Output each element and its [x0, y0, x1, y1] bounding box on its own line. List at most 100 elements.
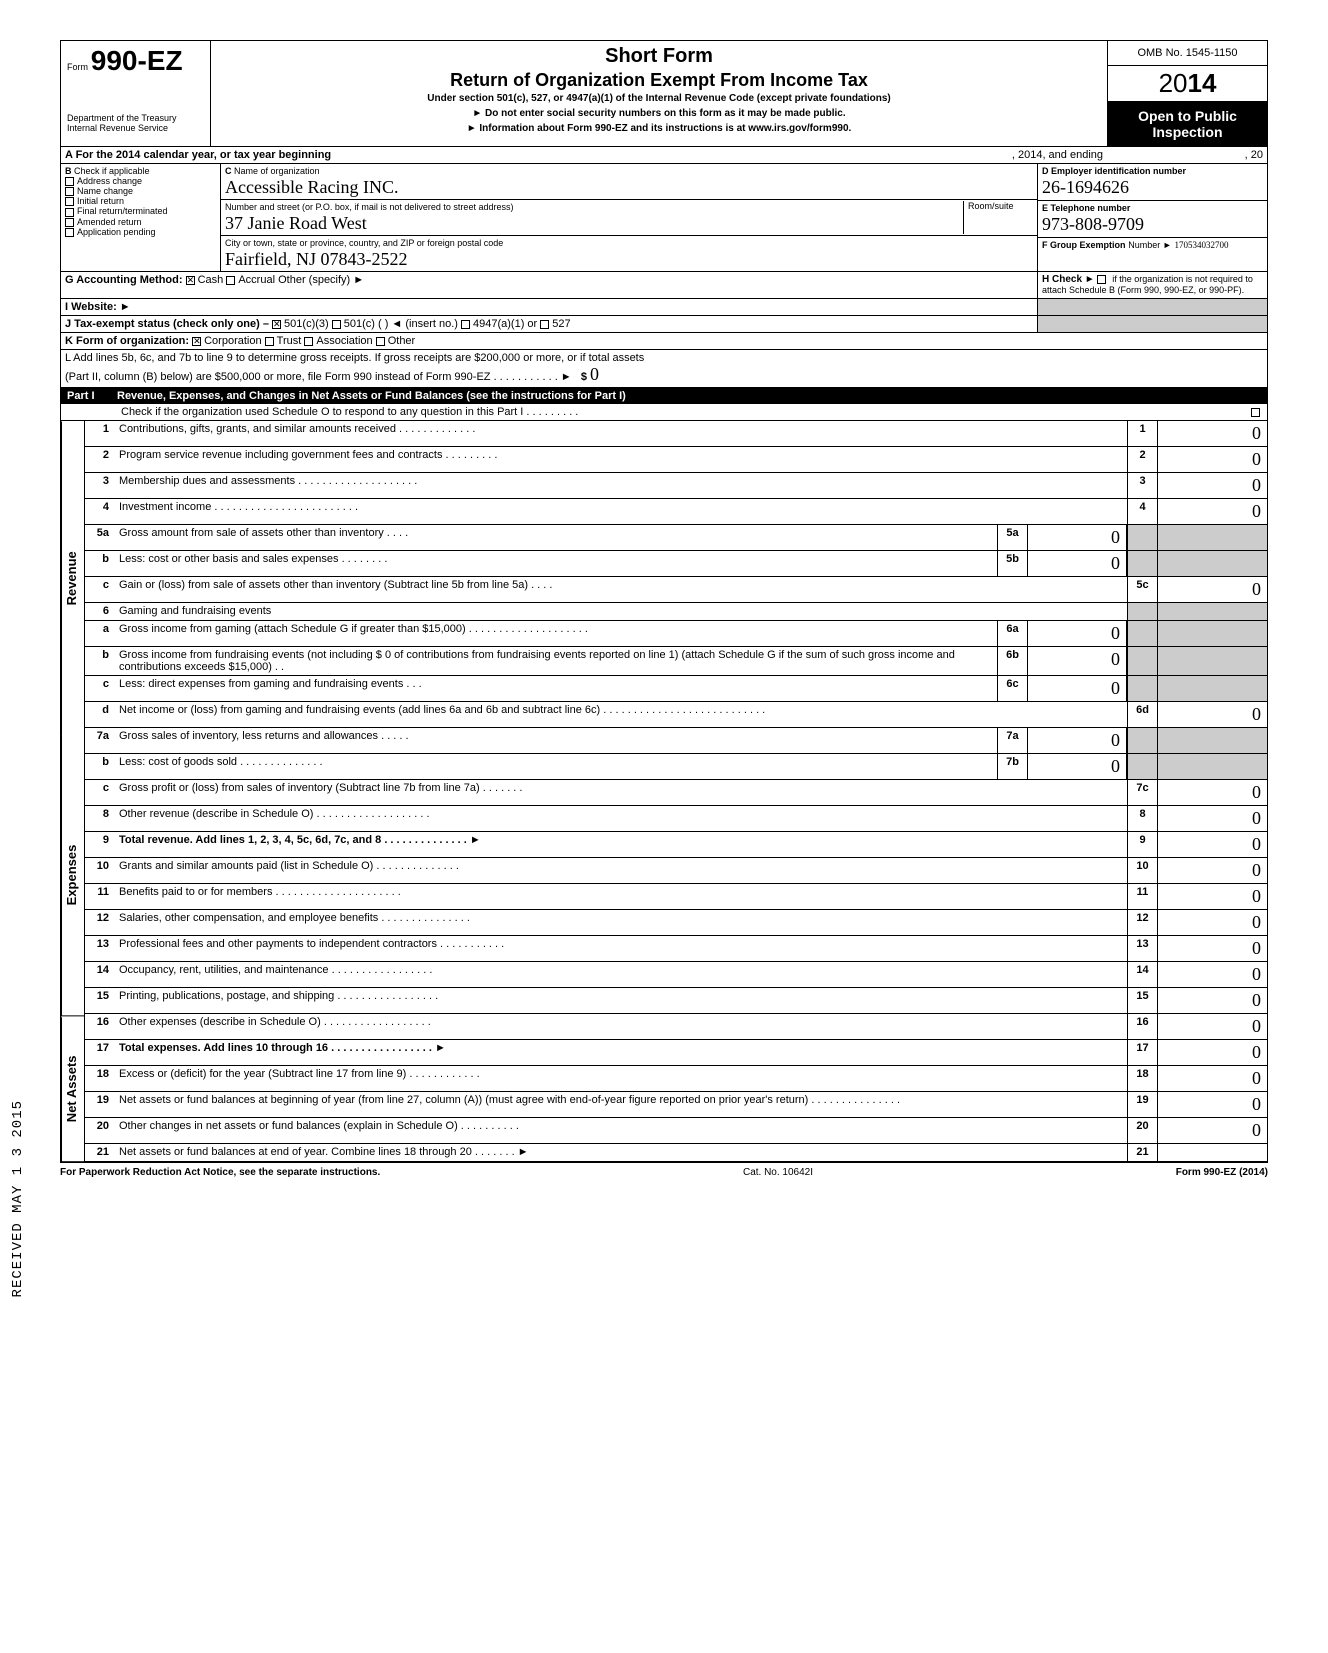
association-checkbox[interactable]	[304, 337, 313, 346]
check-application-pending[interactable]	[65, 228, 74, 237]
box-value: 0	[1157, 499, 1267, 524]
line-18: 18Excess or (deficit) for the year (Subt…	[85, 1066, 1267, 1092]
part-1-title: Revenue, Expenses, and Changes in Net As…	[117, 390, 626, 402]
schedule-o-checkbox[interactable]	[1251, 408, 1260, 417]
year-bold: 14	[1188, 68, 1217, 98]
501c-checkbox[interactable]	[332, 320, 341, 329]
line-1: 1Contributions, gifts, grants, and simil…	[85, 421, 1267, 447]
section-l: L Add lines 5b, 6c, and 7b to line 9 to …	[61, 350, 1267, 388]
gray-cell	[1127, 676, 1157, 701]
line-16: 16Other expenses (describe in Schedule O…	[85, 1014, 1267, 1040]
ein-value: 26-1694626	[1042, 177, 1129, 197]
501c3-checkbox[interactable]	[272, 320, 281, 329]
box-number: 2	[1127, 447, 1157, 472]
gray-cell	[1127, 603, 1157, 620]
short-form-title: Short Form	[219, 45, 1099, 68]
mid-box-value: 0	[1027, 647, 1127, 675]
mid-box-value: 0	[1027, 754, 1127, 779]
line-c: cGain or (loss) from sale of assets othe…	[85, 577, 1267, 603]
line-d: dNet income or (loss) from gaming and fu…	[85, 702, 1267, 728]
mid-box-number: 6b	[997, 647, 1027, 675]
footer-left: For Paperwork Reduction Act Notice, see …	[60, 1167, 380, 1178]
527-checkbox[interactable]	[540, 320, 549, 329]
accounting-method-label: G Accounting Method:	[65, 274, 183, 286]
gray-cell	[1157, 551, 1267, 576]
section-b-label: B	[65, 166, 72, 176]
line-text: Salaries, other compensation, and employ…	[115, 910, 1127, 935]
schedule-b-checkbox[interactable]	[1097, 275, 1106, 284]
check-item: Amended return	[65, 217, 216, 227]
line-text: Gross income from gaming (attach Schedul…	[115, 621, 997, 646]
line-20: 20Other changes in net assets or fund ba…	[85, 1118, 1267, 1144]
mid-box-value: 0	[1027, 551, 1127, 576]
net-assets-label: Net Assets	[61, 1017, 84, 1162]
group-number-label: Number ►	[1128, 240, 1171, 250]
check-item: Application pending	[65, 227, 216, 237]
box-number: 9	[1127, 832, 1157, 857]
tax-year: 2014	[1108, 66, 1267, 102]
line-number: c	[85, 577, 115, 602]
other-org-checkbox[interactable]	[376, 337, 385, 346]
line-number: 4	[85, 499, 115, 524]
box-number: 1	[1127, 421, 1157, 446]
street-value: 37 Janie Road West	[225, 213, 367, 233]
section-h-label: H Check ►	[1042, 274, 1095, 285]
check-final-return-terminated[interactable]	[65, 208, 74, 217]
corporation-checkbox[interactable]	[192, 337, 201, 346]
open-public-1: Open to Public	[1112, 108, 1263, 124]
line-8: 8Other revenue (describe in Schedule O) …	[85, 806, 1267, 832]
line-text: Occupancy, rent, utilities, and maintena…	[115, 962, 1127, 987]
line-number: b	[85, 551, 115, 576]
box-value: 0	[1157, 1118, 1267, 1143]
ein-label: D Employer identification number	[1042, 166, 1186, 176]
check-initial-return[interactable]	[65, 197, 74, 206]
box-number: 15	[1127, 988, 1157, 1013]
gray-cell	[1157, 728, 1267, 753]
gray-cell	[1157, 647, 1267, 675]
section-a: A For the 2014 calendar year, or tax yea…	[61, 147, 1267, 164]
4947a1-checkbox[interactable]	[461, 320, 470, 329]
line-number: 6	[85, 603, 115, 620]
check-name-change[interactable]	[65, 187, 74, 196]
trust-label: Trust	[277, 335, 302, 347]
line-text: Membership dues and assessments . . . . …	[115, 473, 1127, 498]
line-text: Other expenses (describe in Schedule O) …	[115, 1014, 1127, 1039]
city-label: City or town, state or province, country…	[225, 238, 503, 248]
trust-checkbox[interactable]	[265, 337, 274, 346]
section-gh: G Accounting Method: Cash Accrual Other …	[61, 271, 1267, 299]
box-number: 4	[1127, 499, 1157, 524]
box-value: 0	[1157, 1014, 1267, 1039]
cash-checkbox[interactable]	[186, 276, 195, 285]
check-item: Name change	[65, 186, 216, 196]
city-value: Fairfield, NJ 07843-2522	[225, 249, 407, 269]
line-4: 4Investment income . . . . . . . . . . .…	[85, 499, 1267, 525]
mid-box-number: 6c	[997, 676, 1027, 701]
line-number: 11	[85, 884, 115, 909]
box-number: 3	[1127, 473, 1157, 498]
mid-box-number: 6a	[997, 621, 1027, 646]
box-value: 0	[1157, 884, 1267, 909]
line-text: Gross profit or (loss) from sales of inv…	[115, 780, 1127, 805]
room-suite-label: Room/suite	[963, 201, 1033, 234]
box-value: 0	[1157, 1040, 1267, 1065]
mid-box-value: 0	[1027, 525, 1127, 550]
mid-box-number: 7a	[997, 728, 1027, 753]
line-text: Net assets or fund balances at beginning…	[115, 1092, 1127, 1117]
box-number: 21	[1127, 1144, 1157, 1161]
footer-mid: Cat. No. 10642I	[743, 1167, 813, 1178]
line-text: Contributions, gifts, grants, and simila…	[115, 421, 1127, 446]
box-number: 17	[1127, 1040, 1157, 1065]
accrual-checkbox[interactable]	[226, 276, 235, 285]
open-public-2: Inspection	[1112, 124, 1263, 140]
group-exemption-label: F Group Exemption	[1042, 240, 1126, 250]
department: Department of the Treasury	[67, 113, 204, 123]
line-19: 19Net assets or fund balances at beginni…	[85, 1092, 1267, 1118]
line-number: 5a	[85, 525, 115, 550]
part-1-body: Revenue Expenses Net Assets 1Contributio…	[61, 421, 1267, 1162]
check-address-change[interactable]	[65, 177, 74, 186]
return-title: Return of Organization Exempt From Incom…	[219, 70, 1099, 91]
box-number: 6d	[1127, 702, 1157, 727]
open-to-public: Open to Public Inspection	[1108, 102, 1267, 146]
check-amended-return[interactable]	[65, 218, 74, 227]
mid-box-value: 0	[1027, 621, 1127, 646]
